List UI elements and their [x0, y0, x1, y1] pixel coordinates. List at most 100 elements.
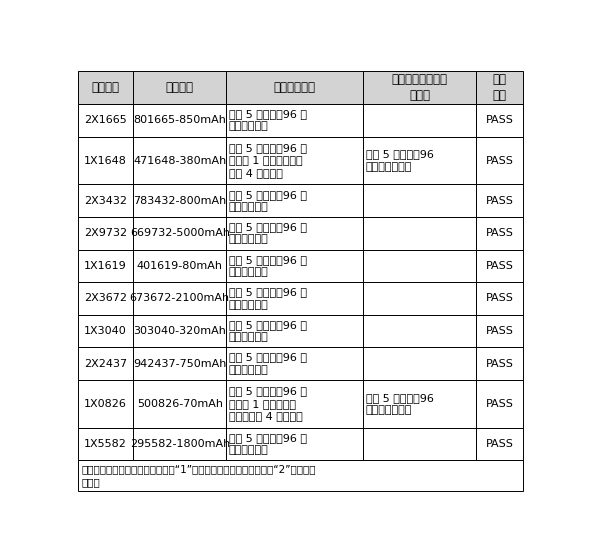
Bar [226, 184, 363, 217]
Bar [363, 249, 477, 282]
Text: 783432-800mAh: 783432-800mAh [133, 196, 226, 206]
Text: 801665-850mAh: 801665-850mAh [133, 115, 226, 125]
Bar [226, 347, 363, 380]
Bar [477, 184, 522, 217]
Bar [363, 71, 477, 104]
Text: 471648-380mAh: 471648-380mAh [133, 156, 226, 166]
Bar [363, 137, 477, 184]
Text: 测试 5 只电池，96 小
时后均无异常: 测试 5 只电池，96 小 时后均无异常 [229, 222, 307, 244]
Text: PASS: PASS [486, 358, 513, 368]
Text: PASS: PASS [486, 294, 513, 304]
Bar [477, 71, 522, 104]
Bar [133, 184, 226, 217]
Bar [78, 380, 133, 428]
Text: 测试 5 只电池，96 小
时后均无异常: 测试 5 只电池，96 小 时后均无异常 [229, 352, 307, 375]
Text: 2X1665: 2X1665 [85, 115, 127, 125]
Bar [226, 104, 363, 137]
Bar [226, 71, 363, 104]
Bar [78, 71, 133, 104]
Text: 测试 5 只电池，96 小
时后均无异常: 测试 5 只电池，96 小 时后均无异常 [229, 109, 307, 131]
Bar [78, 428, 133, 460]
Bar [133, 380, 226, 428]
Bar [226, 282, 363, 315]
Text: 高温高湿结果: 高温高湿结果 [274, 81, 315, 94]
Bar [363, 282, 477, 315]
Text: 2X3432: 2X3432 [84, 196, 127, 206]
Text: 1X0826: 1X0826 [84, 399, 127, 409]
Text: PASS: PASS [486, 156, 513, 166]
Bar [477, 282, 522, 315]
Bar [78, 315, 133, 347]
Bar [363, 184, 477, 217]
Bar [226, 315, 363, 347]
Text: PASS: PASS [486, 261, 513, 271]
Bar [226, 137, 363, 184]
Text: 2X2437: 2X2437 [84, 358, 127, 368]
Bar [133, 428, 226, 460]
Bar [363, 315, 477, 347]
Text: 测试 5 只电池，96 小
时后均无异常: 测试 5 只电池，96 小 时后均无异常 [229, 433, 307, 455]
Text: PASS: PASS [486, 326, 513, 336]
Text: 测试 5 只电池，96 小
时后均无异常: 测试 5 只电池，96 小 时后均无异常 [229, 320, 307, 342]
Bar [477, 347, 522, 380]
Text: 1X5582: 1X5582 [84, 439, 127, 449]
Text: 295582-1800mAh: 295582-1800mAh [130, 439, 230, 449]
Bar [133, 347, 226, 380]
Text: PASS: PASS [486, 228, 513, 238]
Text: 测试 5 只电池，96 小
时后有 1 只底部腐蚀
起泡、其余 4 只无异常: 测试 5 只电池，96 小 时后有 1 只底部腐蚀 起泡、其余 4 只无异常 [229, 386, 307, 421]
Bar [78, 249, 133, 282]
Bar [363, 380, 477, 428]
Text: 500826-70mAh: 500826-70mAh [137, 399, 223, 409]
Bar [226, 380, 363, 428]
Bar [133, 104, 226, 137]
Bar [133, 217, 226, 249]
Bar [477, 217, 522, 249]
Bar [477, 249, 522, 282]
Bar [78, 184, 133, 217]
Text: 942437-750mAh: 942437-750mAh [133, 358, 226, 368]
Text: 1X3040: 1X3040 [85, 326, 127, 336]
Bar [133, 71, 226, 104]
Text: PASS: PASS [486, 439, 513, 449]
Bar [78, 104, 133, 137]
Text: 测试 5 只电池，96 小
时后均无异常: 测试 5 只电池，96 小 时后均无异常 [229, 255, 307, 277]
Text: 测试 5 只电池，96
小时后均无异常: 测试 5 只电池，96 小时后均无异常 [365, 150, 434, 172]
Text: 模具
判定: 模具 判定 [492, 73, 507, 102]
Bar [78, 137, 133, 184]
Bar [133, 282, 226, 315]
Bar [226, 217, 363, 249]
Text: 669732-5000mAh: 669732-5000mAh [130, 228, 230, 238]
Bar [363, 347, 477, 380]
Bar [78, 217, 133, 249]
Bar [363, 104, 477, 137]
Text: 1X1619: 1X1619 [85, 261, 127, 271]
Text: 2X9732: 2X9732 [84, 228, 127, 238]
Bar [133, 137, 226, 184]
Text: 测试 5 只电池，96
小时后均无异常: 测试 5 只电池，96 小时后均无异常 [365, 393, 434, 415]
Bar [133, 315, 226, 347]
Bar [78, 460, 522, 491]
Text: 2X3672: 2X3672 [84, 294, 127, 304]
Bar [133, 249, 226, 282]
Text: PASS: PASS [486, 399, 513, 409]
Text: 模具型号: 模具型号 [92, 81, 120, 94]
Text: 1X1648: 1X1648 [84, 156, 127, 166]
Bar [78, 347, 133, 380]
Bar [226, 428, 363, 460]
Bar [477, 137, 522, 184]
Bar [477, 315, 522, 347]
Bar [477, 104, 522, 137]
Text: PASS: PASS [486, 115, 513, 125]
Bar [226, 249, 363, 282]
Text: PASS: PASS [486, 196, 513, 206]
Text: 注：上述模具型号，第一个数字为“1”的为单坑模具、第一个数字为“2”的为双坑
模具。: 注：上述模具型号，第一个数字为“1”的为单坑模具、第一个数字为“2”的为双坑 模… [82, 464, 316, 487]
Bar [363, 428, 477, 460]
Text: 测试 5 只电池，96 小
时后均无异常: 测试 5 只电池，96 小 时后均无异常 [229, 287, 307, 310]
Bar [477, 380, 522, 428]
Text: 673672-2100mAh: 673672-2100mAh [130, 294, 230, 304]
Text: 测试 5 只电池，96 小
时后有 1 只腐蚀起泡、
其余 4 只无异常: 测试 5 只电池，96 小 时后有 1 只腐蚀起泡、 其余 4 只无异常 [229, 143, 307, 178]
Bar [477, 428, 522, 460]
Bar [78, 282, 133, 315]
Text: 303040-320mAh: 303040-320mAh [133, 326, 226, 336]
Text: 模具维修后高温高
湿结果: 模具维修后高温高 湿结果 [391, 73, 448, 102]
